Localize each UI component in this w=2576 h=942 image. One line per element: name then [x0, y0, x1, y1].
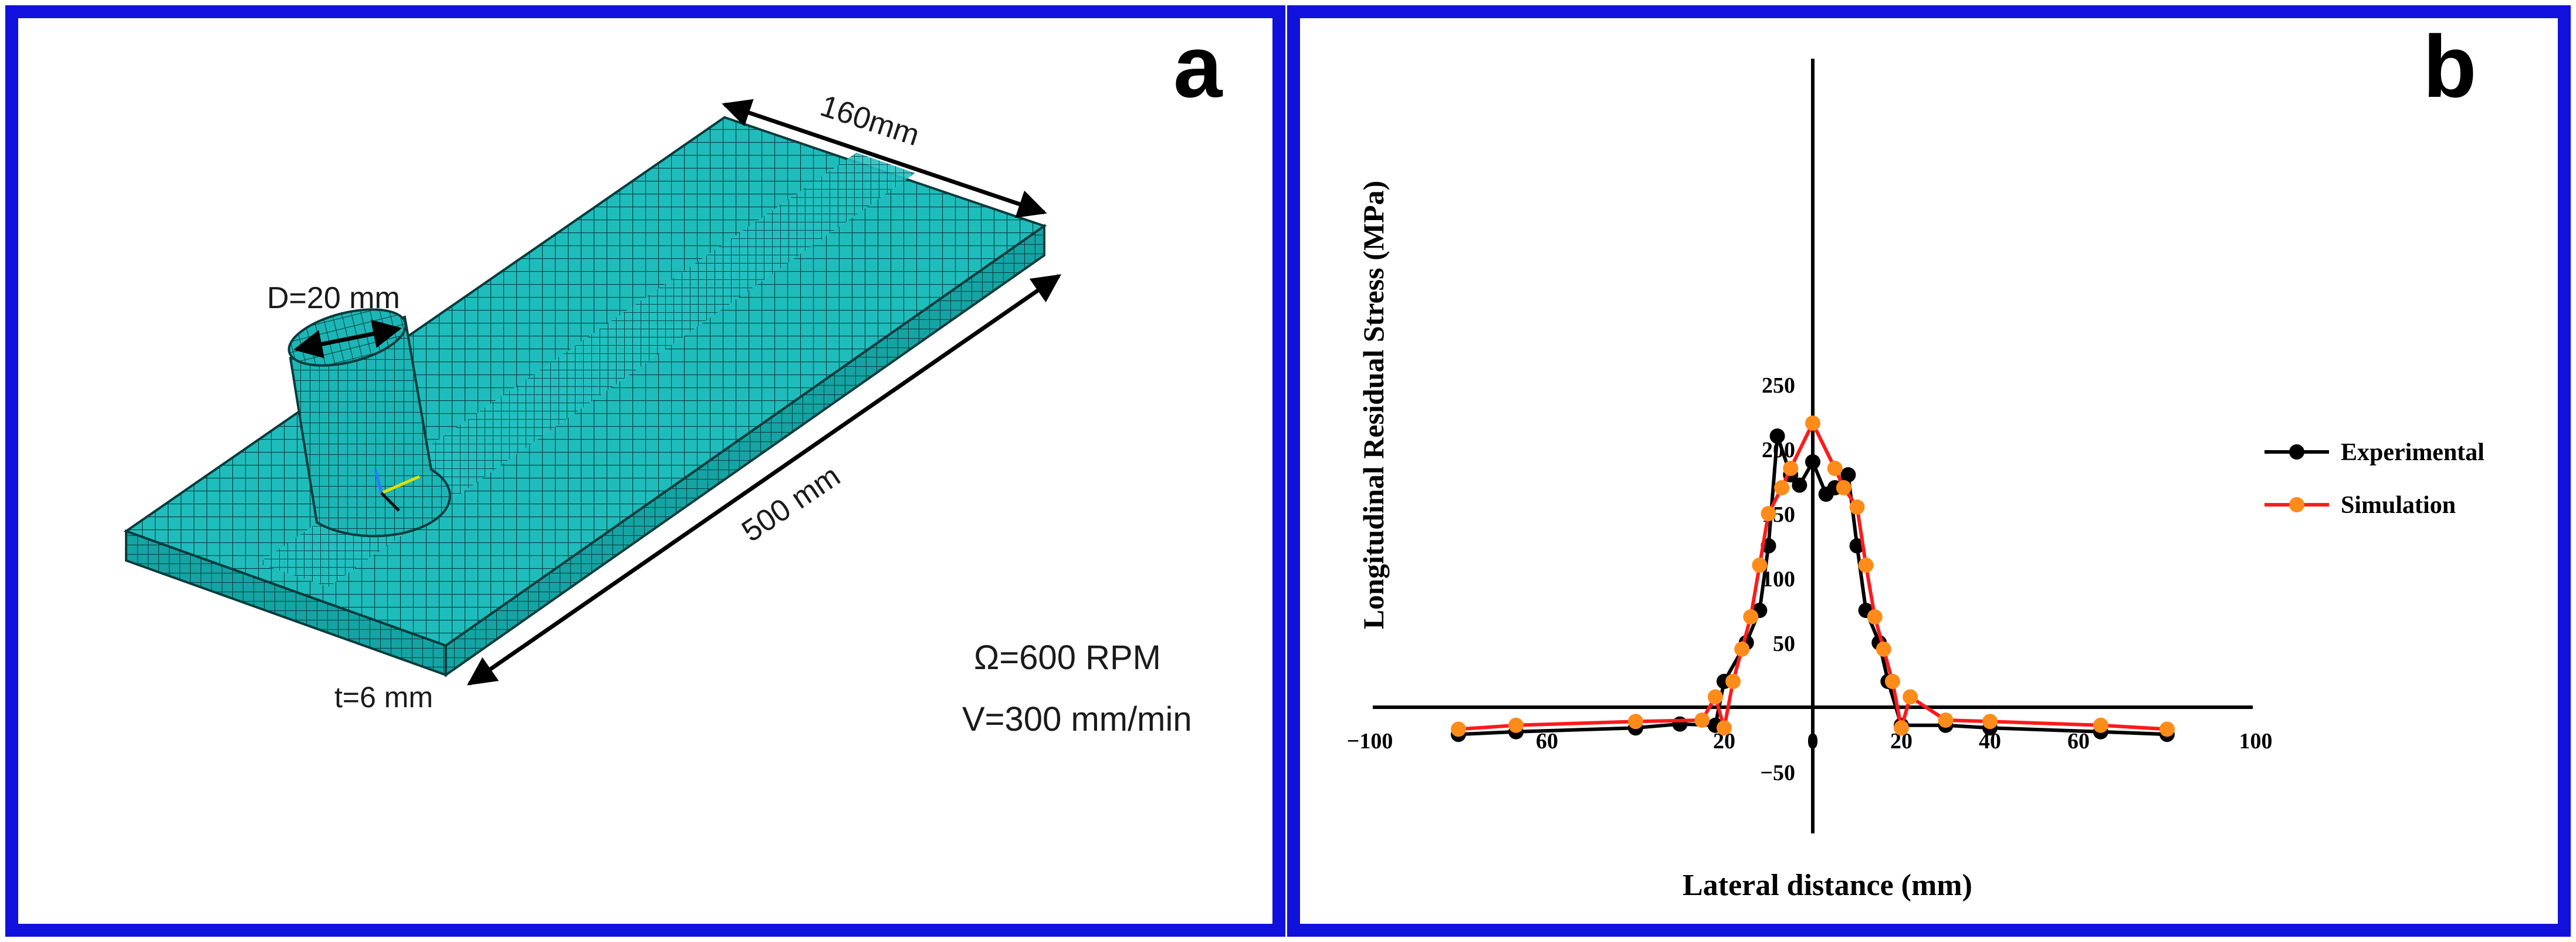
x-tick-label: 60 — [1536, 729, 1558, 754]
simulation-point — [2093, 717, 2108, 733]
y-axis-title: Longitudinal Residual Stress (MPa) — [1357, 181, 1390, 629]
panel-b-frame — [1287, 5, 2571, 937]
thickness-label: t=6 mm — [334, 681, 433, 714]
experimental-point — [1769, 428, 1785, 444]
y-tick-label: 50 — [1773, 632, 1795, 656]
simulation-point — [1752, 558, 1768, 573]
diameter-arrow — [293, 319, 402, 359]
experimental-point — [1840, 467, 1856, 482]
experimental-point — [1792, 477, 1807, 493]
simulation-point — [1827, 461, 1843, 476]
simulation-point — [1783, 461, 1799, 476]
simulation-point — [1894, 720, 1909, 736]
simulation-point — [2159, 721, 2175, 737]
simulation-point — [1903, 689, 1918, 705]
length-arrow — [466, 274, 1062, 686]
panel-a-letter: a — [1173, 17, 1223, 116]
x-tick-label: 100 — [2239, 729, 2273, 754]
panel-b-letter: b — [2423, 17, 2477, 116]
simulation-point — [1725, 674, 1741, 689]
simulation-point — [1982, 714, 1998, 730]
rpm-label: Ω=600 RPM — [974, 639, 1161, 677]
x-tick-labels: −100 60 20 0 20 40 60 100 — [1347, 729, 2273, 754]
x-axis-title: Lateral distance (mm) — [1683, 869, 1972, 902]
simulation-point — [1876, 641, 1891, 657]
panel-a-frame — [5, 5, 1285, 937]
simulation-point — [1884, 674, 1900, 689]
legend-simulation-marker — [2289, 497, 2304, 512]
simulation-point — [1628, 714, 1643, 730]
simulation-point — [1451, 721, 1466, 737]
simulation-point — [1761, 506, 1776, 521]
x-tick-label: 0 — [1807, 729, 1819, 754]
simulation-point — [1734, 641, 1750, 657]
panel-a: D=20 mm 160mm 500 mm t=6 mm Ω=600 RPM V=… — [123, 17, 1223, 738]
x-tick-label: 60 — [2067, 729, 2090, 754]
experimental-point — [1805, 454, 1820, 470]
y-tick-label: −50 — [1760, 761, 1795, 785]
simulation-point — [1707, 689, 1723, 705]
y-tick-label: 100 — [1762, 567, 1795, 592]
simulation-point — [1508, 717, 1524, 733]
series-layer — [1451, 416, 2175, 742]
simulation-point — [1774, 480, 1790, 495]
simulation-point — [1717, 720, 1732, 736]
simulation-point — [1849, 499, 1865, 515]
simulation-point — [1858, 558, 1874, 573]
y-tick-label: 250 — [1762, 373, 1795, 398]
legend-experimental-marker — [2289, 444, 2304, 460]
simulation-point — [1938, 713, 1954, 728]
legend-simulation-label: Simulation — [2341, 492, 2456, 519]
simulation-point — [1805, 416, 1820, 431]
x-tick-label: −100 — [1347, 729, 1393, 754]
legend-experimental-label: Experimental — [2341, 439, 2484, 466]
speed-label: V=300 mm/min — [962, 700, 1192, 738]
diameter-label: D=20 mm — [267, 281, 400, 315]
width-arrow — [722, 99, 1047, 218]
legend: Experimental Simulation — [2264, 439, 2484, 519]
experimental-point — [1672, 716, 1688, 732]
simulation-point — [1867, 609, 1883, 624]
simulation-point — [1743, 609, 1759, 624]
simulation-point — [1836, 480, 1851, 495]
simulation-point — [1694, 713, 1710, 728]
